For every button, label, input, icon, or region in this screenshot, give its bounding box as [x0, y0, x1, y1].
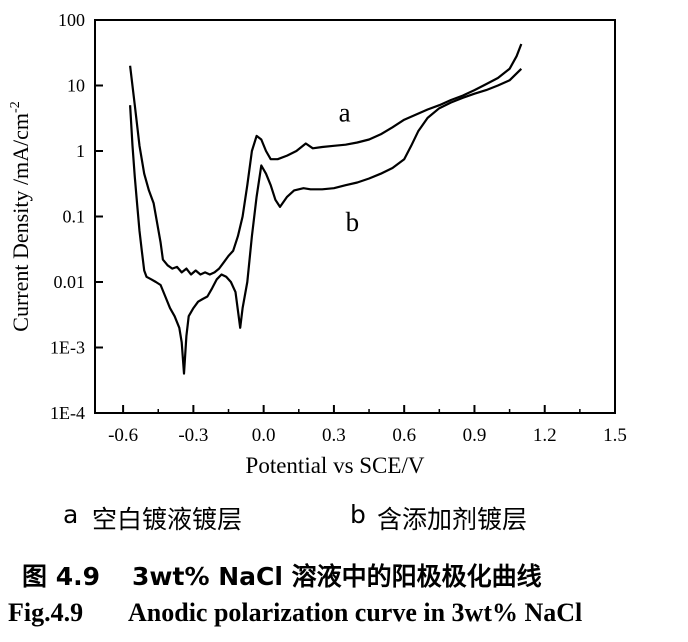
x-tick-label: -0.6 [108, 425, 138, 446]
x-tick-label: 0.9 [463, 425, 487, 446]
x-tick-label: 0.0 [252, 425, 276, 446]
legend-a-text: 空白镀液镀层 [92, 505, 243, 534]
curves [129, 43, 523, 375]
x-axis-ticks: -0.6 -0.3 0.0 0.3 0.6 0.9 1.2 1.5 [108, 405, 627, 446]
x-tick-label: 1.5 [603, 425, 627, 446]
curve-annotations: ab [339, 98, 360, 237]
x-tick-label: 0.3 [322, 425, 346, 446]
series-b-line [129, 68, 523, 375]
legend-b-letter: b [350, 500, 366, 529]
y-tick-label: 0.01 [54, 272, 86, 292]
figure-number-en: Fig.4.9 [8, 598, 84, 627]
curve-label-b: b [346, 207, 360, 237]
y-tick-label: 1E-3 [50, 338, 85, 358]
y-axis-label: Current Density /mA/cm-2 [8, 101, 33, 331]
legend-b-text: 含添加剂镀层 [377, 505, 528, 534]
y-tick-label: 0.1 [63, 207, 86, 227]
axis-labels: Potential vs SCE/V Current Density /mA/cm… [8, 101, 425, 478]
y-axis-ticks: 100 10 1 0.1 0.01 1E-3 1E-4 [50, 10, 103, 423]
x-tick-label: -0.3 [178, 425, 208, 446]
y-tick-label: 1E-4 [50, 403, 85, 423]
figure-number-cn: 图 4.9 [22, 562, 100, 591]
y-axis-label-exponent: -2 [8, 101, 23, 113]
y-tick-label: 100 [58, 10, 85, 30]
x-tick-label: 1.2 [533, 425, 557, 446]
curve-label-a: a [339, 98, 351, 128]
x-tick-label: 0.6 [392, 425, 416, 446]
figure-title-en: Anodic polarization curve in 3wt% NaCl [128, 598, 583, 627]
x-axis-label: Potential vs SCE/V [246, 453, 425, 478]
series-a-line [129, 43, 523, 276]
y-tick-label: 1 [76, 141, 85, 161]
legend-a-letter: a [63, 500, 79, 529]
figure-title-cn: 3wt% NaCl 溶液中的阳极极化曲线 [132, 562, 542, 591]
y-tick-label: 10 [67, 76, 85, 96]
